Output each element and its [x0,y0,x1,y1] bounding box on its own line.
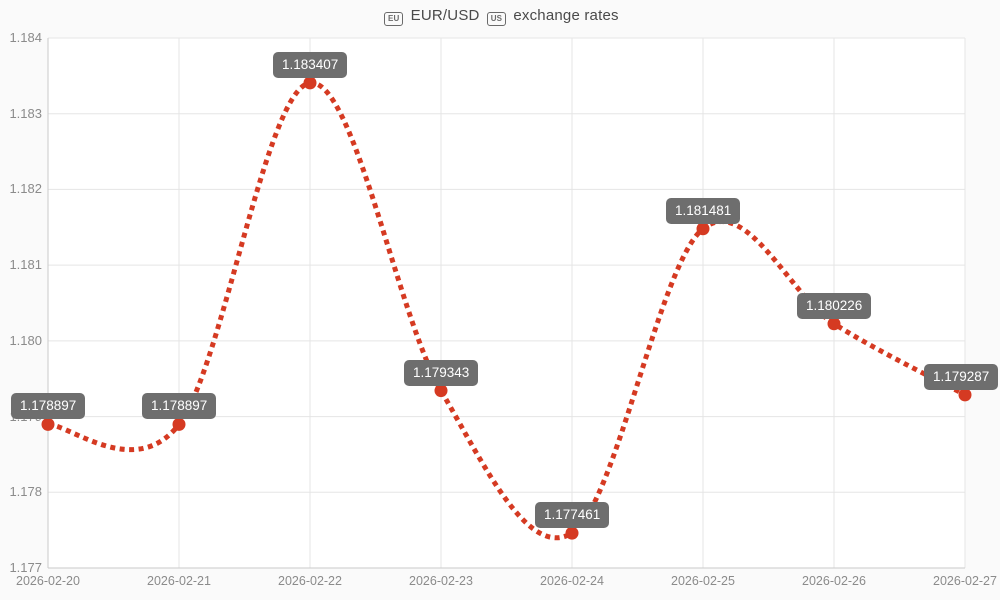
title-suffix: exchange rates [513,7,619,24]
x-axis-tick-label: 2026-02-27 [933,574,997,588]
point-value-tooltip: 1.178897 [11,393,86,420]
x-axis-tick-label: 2026-02-20 [16,574,80,588]
y-axis-tick-label: 1.180 [9,332,42,348]
chart-title: EU EUR/USD US exchange rates [0,7,1000,26]
point-value-tooltip: 1.177461 [535,502,610,529]
y-axis-tick-label: 1.177 [9,560,42,575]
x-axis-tick-label: 2026-02-21 [147,574,211,588]
x-axis-tick-label: 2026-02-26 [802,574,866,588]
x-axis-tick-label: 2026-02-24 [540,574,604,588]
data-point[interactable] [434,384,448,398]
data-point[interactable] [172,417,186,431]
y-axis-tick-label: 1.178 [9,484,42,500]
point-value-tooltip: 1.181481 [666,197,741,224]
data-point[interactable] [827,317,841,331]
eu-flag-icon: EU [384,12,404,26]
data-point[interactable] [696,222,710,236]
point-value-tooltip: 1.183407 [273,51,348,78]
point-value-tooltip: 1.178897 [142,393,217,420]
us-flag-icon: US [486,12,506,26]
data-point[interactable] [41,417,55,431]
point-value-tooltip: 1.179343 [404,359,479,386]
y-axis-tick-label: 1.181 [9,257,42,273]
x-axis-tick-label: 2026-02-25 [671,574,735,588]
y-axis-tick-label: 1.184 [9,30,42,45]
x-axis-tick-label: 2026-02-22 [278,574,342,588]
data-point[interactable] [565,526,579,540]
y-axis-tick-label: 1.183 [9,105,42,121]
point-value-tooltip: 1.180226 [797,292,872,319]
y-axis-tick-label: 1.182 [9,181,42,197]
point-value-tooltip: 1.179287 [924,363,999,390]
x-axis-tick-label: 2026-02-23 [409,574,473,588]
title-pair: EUR/USD [410,7,480,24]
data-point[interactable] [303,76,317,90]
data-point[interactable] [958,388,972,402]
